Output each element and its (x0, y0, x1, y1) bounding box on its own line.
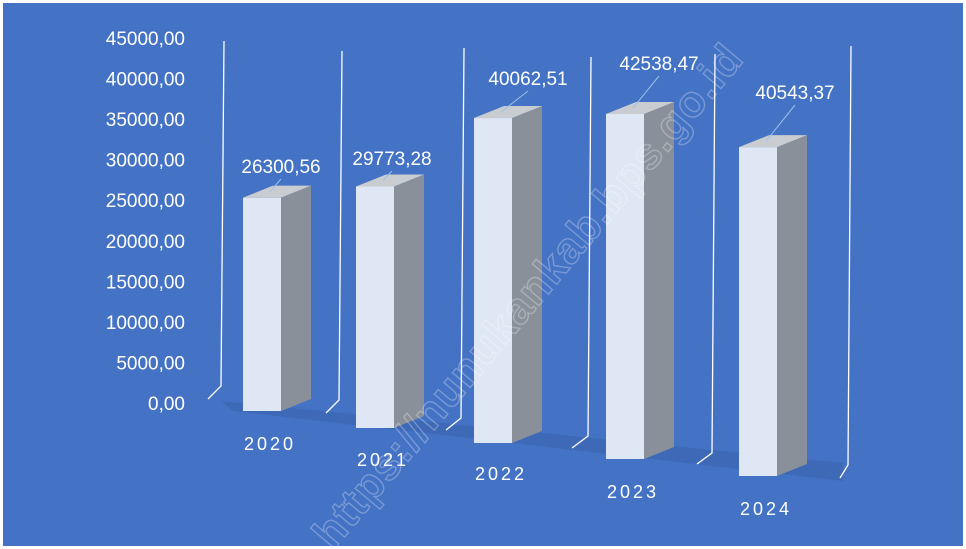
wall-gridline (445, 47, 465, 431)
chart-area: 0,00 5000,00 10000,00 15000,00 20000,00 25000… (3, 3, 963, 546)
bar-side-face (394, 174, 424, 428)
x-tick-label: 2024 (740, 499, 792, 519)
bar-top-face (474, 106, 542, 119)
data-label: 40543,37 (755, 83, 834, 104)
data-label-leader (269, 178, 282, 193)
wall-gridline (207, 40, 225, 400)
data-label: 26300,56 (241, 157, 320, 178)
y-tick-label: 10000,00 (106, 313, 185, 334)
y-tick-label: 20000,00 (106, 232, 185, 253)
y-tick-label: 15000,00 (106, 272, 185, 293)
bar-front-face (739, 147, 777, 476)
bar-front-face (356, 186, 394, 428)
x-tick-label: 2023 (607, 482, 659, 502)
bar-top-face (739, 135, 807, 148)
wall-gridline (696, 53, 716, 465)
y-tick-label: 35000,00 (106, 110, 185, 131)
x-tick-label: 2020 (244, 434, 296, 454)
y-tick-label: 40000,00 (106, 70, 185, 91)
bar-front-face (474, 118, 512, 444)
bar-top-face (356, 174, 424, 187)
data-label: 40062,51 (488, 69, 567, 90)
wall-gridline (839, 45, 852, 479)
data-label-leader (500, 90, 529, 113)
bar-side-face (644, 101, 674, 459)
bar-2021 (356, 174, 424, 428)
x-tick-label: 2021 (357, 450, 409, 470)
bar-top-face (243, 185, 311, 198)
y-tick-label: 0,00 (148, 394, 185, 415)
y-tick-label: 25000,00 (106, 191, 185, 212)
bar-2023 (606, 101, 674, 459)
bar-side-face (777, 135, 807, 476)
bar-2020 (243, 185, 311, 411)
bar-chart-3d: 0,00 5000,00 10000,00 15000,00 20000,00 25000… (106, 29, 852, 546)
data-label-leader (765, 104, 796, 142)
data-label-leader (632, 75, 660, 109)
y-tick-label: 5000,00 (116, 353, 185, 374)
x-tick-label: 2022 (475, 464, 527, 484)
y-tick-label: 45000,00 (106, 29, 185, 50)
bar-2024 (739, 135, 807, 476)
y-tick-label: 30000,00 (106, 151, 185, 172)
wall-gridline (325, 50, 343, 414)
data-label: 29773,28 (352, 149, 431, 170)
bar-side-face (281, 185, 311, 411)
bar-side-face (512, 106, 542, 444)
data-label: 42538,47 (619, 54, 698, 75)
data-label-leader (382, 170, 393, 181)
wall-gridline (571, 56, 592, 449)
bar-front-face (243, 197, 281, 411)
bar-2022 (474, 106, 542, 444)
bar-front-face (606, 113, 644, 459)
bar-top-face (606, 101, 674, 114)
